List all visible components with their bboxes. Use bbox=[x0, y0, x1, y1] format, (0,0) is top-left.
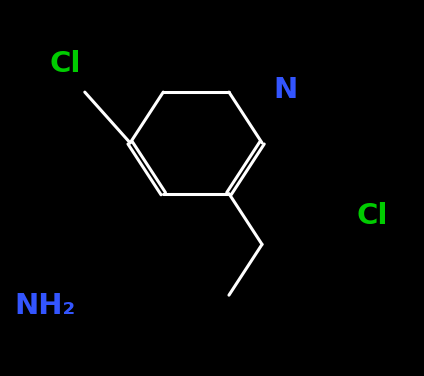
Text: NH₂: NH₂ bbox=[14, 293, 75, 320]
Text: Cl: Cl bbox=[50, 50, 81, 78]
Text: Cl: Cl bbox=[356, 202, 388, 230]
Text: N: N bbox=[273, 76, 298, 104]
